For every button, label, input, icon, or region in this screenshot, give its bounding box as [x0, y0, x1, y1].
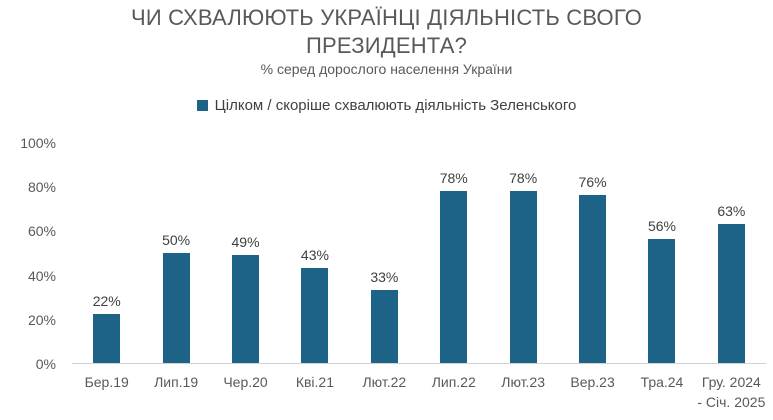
x-axis-tick-label: Лип.19 [154, 374, 199, 390]
legend: Цілком / скоріше схвалюють діяльність Зе… [0, 97, 773, 114]
x-axis-tick-label: Гру. 2024 - Січ. 2025 [697, 374, 766, 411]
bar-data-label: 78% [439, 169, 468, 186]
bar-column: 33% [350, 143, 419, 363]
bar [717, 223, 745, 363]
y-axis-tick-label: 80% [27, 179, 56, 196]
bar-column: 50% [141, 143, 210, 363]
bar-data-label: 63% [717, 202, 746, 219]
plot-area: 22% 50% 49% 43% 33% 78% 78% 76% 56% 63% [72, 143, 766, 364]
bar [162, 252, 190, 363]
legend-label: Цілком / скоріше схвалюють діяльність Зе… [214, 97, 577, 114]
x-axis-tick-label: Тра.24 [640, 374, 684, 390]
x-axis-tick-label: Лют.22 [362, 374, 407, 390]
y-axis: 0% 20% 40% 60% 80% 100% [0, 135, 56, 372]
bar-column: 43% [280, 143, 349, 363]
bar-column: 63% [697, 143, 766, 363]
y-axis-tick-label: 20% [27, 311, 56, 328]
bar [509, 190, 537, 363]
bar [93, 314, 121, 363]
x-axis-tick-label: Лип.22 [431, 374, 476, 390]
bar-data-label: 49% [231, 233, 260, 250]
bar-column: 76% [558, 143, 627, 363]
bar-column: 22% [72, 143, 141, 363]
bar-data-label: 50% [162, 231, 191, 248]
y-axis-tick-label: 0% [35, 356, 56, 372]
y-axis-tick-label: 60% [27, 223, 56, 240]
y-axis-tick-label: 40% [27, 267, 56, 284]
bar [440, 190, 468, 363]
bar-data-label: 22% [92, 293, 121, 310]
bar-data-label: 56% [647, 218, 676, 235]
bar [648, 239, 676, 363]
bar [579, 195, 607, 363]
x-axis-tick-label: Вер.23 [570, 374, 615, 390]
bar-data-label: 78% [509, 169, 538, 186]
y-axis-tick-label: 100% [20, 135, 56, 151]
bar [232, 254, 260, 363]
chart-subtitle: % серед дорослого населення України [260, 61, 513, 77]
chart-title: ЧИ СХВАЛЮЮТЬ УКРАЇНЦІ ДІЯЛЬНІСТЬ СВОГО П… [130, 5, 643, 59]
legend-swatch-icon [196, 100, 208, 111]
x-axis-tick-label: Бер.19 [84, 374, 129, 390]
bar-data-label: 43% [300, 246, 329, 263]
x-axis-tick-label: Чер.20 [223, 374, 268, 390]
bar-column: 56% [627, 143, 696, 363]
bar [370, 290, 398, 363]
bar-column: 78% [488, 143, 557, 363]
bar-column: 78% [419, 143, 488, 363]
bars-row: 22% 50% 49% 43% 33% 78% 78% 76% 56% 63% [72, 143, 766, 363]
bar-data-label: 76% [578, 174, 607, 191]
x-axis-tick-label: Кві.21 [295, 374, 334, 390]
bar-data-label: 33% [370, 269, 399, 286]
bar-column: 49% [211, 143, 280, 363]
x-axis-tick-label: Лют.23 [501, 374, 545, 390]
bar [301, 267, 329, 363]
x-axis: Бер.19 Лип.19 Чер.20 Кві.21 Лют.22 Лип.22 Лют.… [72, 372, 766, 413]
